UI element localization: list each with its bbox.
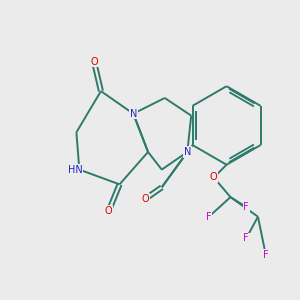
Text: O: O bbox=[210, 172, 218, 182]
Text: F: F bbox=[263, 250, 268, 260]
Text: O: O bbox=[90, 57, 98, 67]
Text: N: N bbox=[130, 109, 137, 119]
Text: HN: HN bbox=[68, 165, 82, 175]
Text: F: F bbox=[243, 202, 249, 212]
Text: F: F bbox=[243, 233, 249, 243]
Text: O: O bbox=[141, 194, 149, 204]
Text: O: O bbox=[105, 206, 112, 216]
Text: N: N bbox=[184, 147, 191, 157]
Text: F: F bbox=[206, 212, 212, 222]
